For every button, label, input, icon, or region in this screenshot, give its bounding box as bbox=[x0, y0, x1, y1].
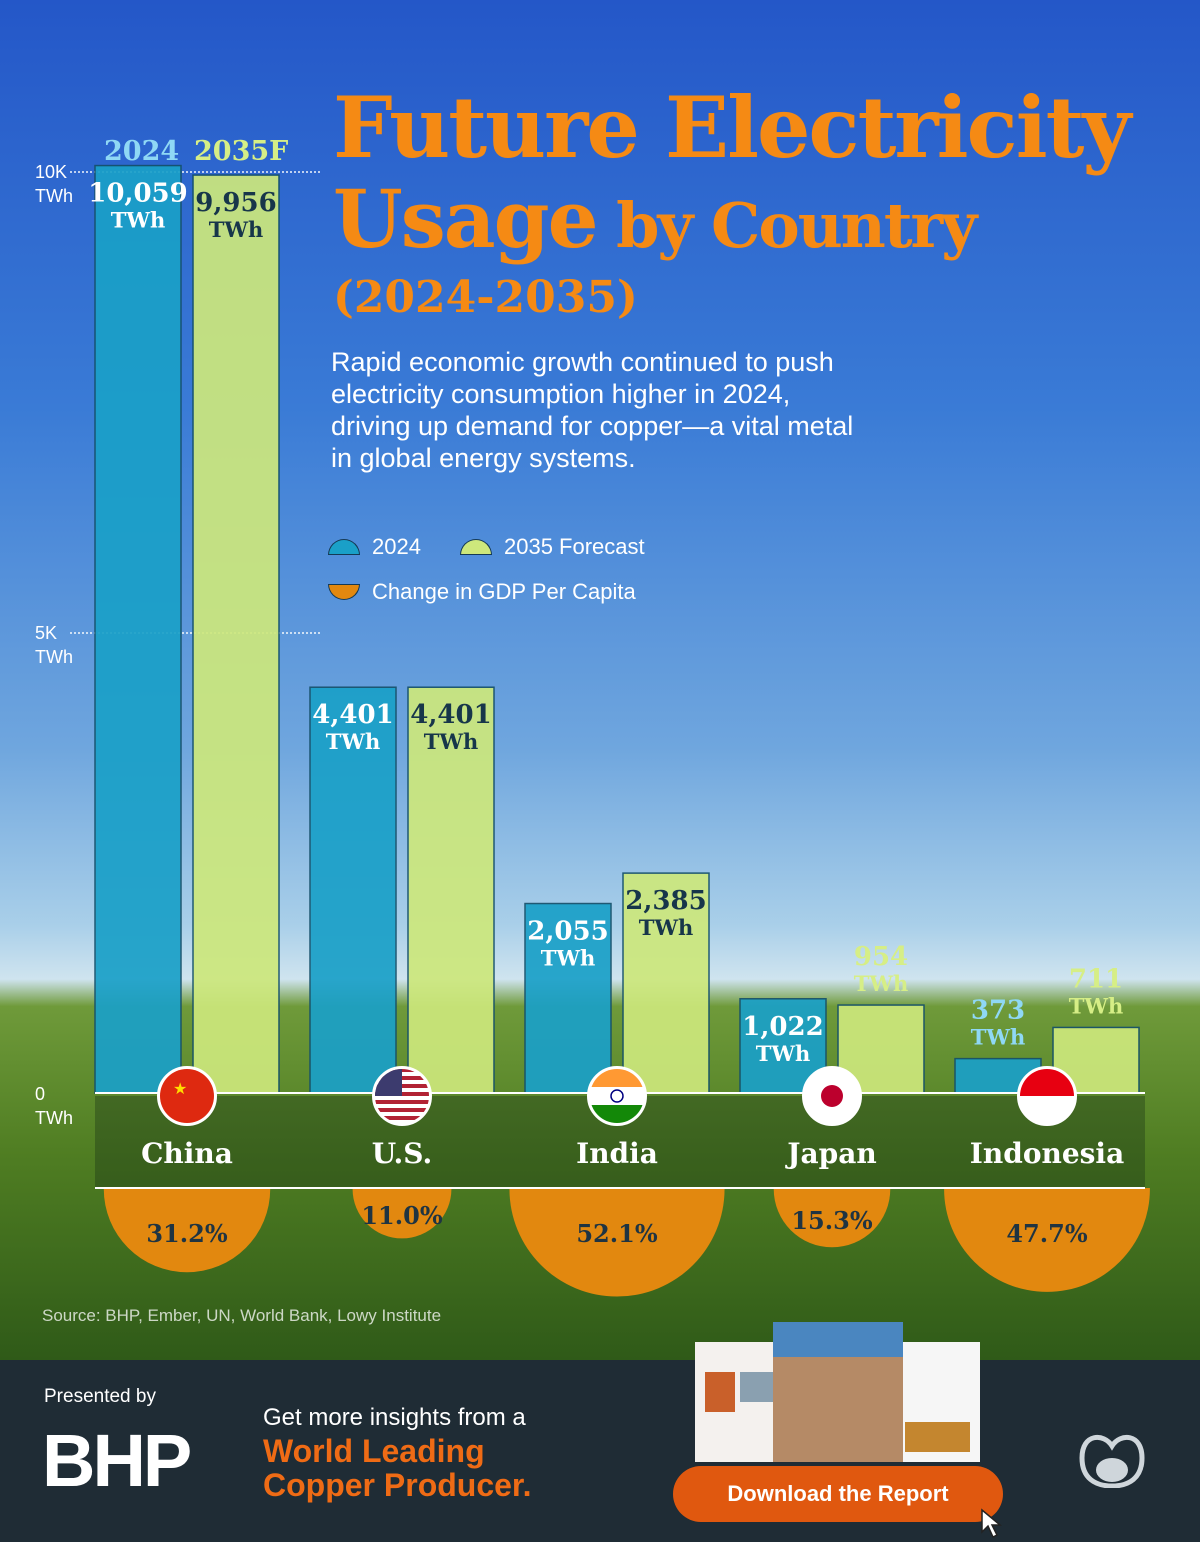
flag-saffron bbox=[590, 1069, 644, 1087]
gdp-circle-Japan bbox=[773, 1188, 891, 1248]
gdp-circle-India bbox=[509, 1188, 725, 1297]
y-tick-10k: 10K TWh bbox=[35, 162, 73, 206]
cta-highlight: World Leading Copper Producer. bbox=[263, 1433, 532, 1503]
legend-item-gdp: Change in GDP Per Capita bbox=[328, 579, 636, 605]
unit-label-China-2035 Forecast: TWh bbox=[209, 217, 263, 242]
legend-item-2024: 2024 bbox=[328, 534, 421, 560]
value-label-China-2024: 10,059 bbox=[88, 179, 188, 209]
country-label-Japan: Japan bbox=[784, 1137, 876, 1170]
bar-U.S.-2035 Forecast bbox=[407, 686, 495, 1094]
title-line2: Usage by Country bbox=[333, 172, 977, 266]
bar-chart: 31.2%11.0%52.1% 15.3% 47.7%10,059TWh4,401T… bbox=[88, 164, 1150, 1297]
subtitle: Rapid economic growth continued to push … bbox=[331, 347, 854, 473]
title-line1: Future Electricity bbox=[333, 78, 1131, 177]
cta-text: Get more insights from a bbox=[263, 1404, 526, 1431]
download-report-button[interactable]: Download the Report bbox=[673, 1466, 1003, 1522]
flag-stripe bbox=[375, 1100, 429, 1104]
country-label-U.S.: U.S. bbox=[372, 1137, 433, 1170]
flag-sun bbox=[821, 1085, 843, 1107]
gdp-label-India: 52.1% bbox=[576, 1219, 657, 1248]
value-label-Japan-2035 Forecast: 954 bbox=[854, 942, 908, 972]
gridline-10k bbox=[70, 171, 320, 173]
report-preview-image bbox=[695, 1322, 980, 1462]
title-by-country: by Country bbox=[596, 189, 977, 262]
flag-green bbox=[590, 1105, 644, 1123]
bhp-logo: BHP bbox=[42, 1419, 192, 1502]
source-note: Source: BHP, Ember, UN, World Bank, Lowy… bbox=[42, 1306, 442, 1325]
us-flag bbox=[372, 1066, 432, 1126]
column-header-2024: 2024 bbox=[104, 136, 180, 167]
unit-label-India-2024: TWh bbox=[541, 946, 595, 971]
value-label-Japan-2024: 1,022 bbox=[742, 1012, 823, 1042]
value-label-Indonesia-2035 Forecast: 711 bbox=[1069, 964, 1123, 994]
legend-label-2024: 2024 bbox=[372, 534, 421, 559]
unit-label-U.S.-2035 Forecast: TWh bbox=[424, 729, 478, 754]
presented-by: Presented by bbox=[44, 1386, 156, 1407]
legend-item-2035: 2035 Forecast bbox=[460, 534, 645, 560]
flag-fill bbox=[821, 1085, 843, 1107]
gdp-circle-U.S. bbox=[352, 1188, 452, 1239]
y-tick-0: 0 TWh bbox=[35, 1084, 73, 1128]
gdp-label-U.S.: 11.0% bbox=[361, 1201, 442, 1230]
value-label-Indonesia-2024: 373 bbox=[971, 996, 1025, 1026]
indonesia-flag bbox=[1017, 1066, 1077, 1126]
unit-label-China-2024: TWh bbox=[111, 208, 165, 233]
value-label-U.S.-2035 Forecast: 4,401 bbox=[410, 700, 491, 730]
title-years: (2024-2035) bbox=[333, 272, 638, 323]
value-label-India-2035 Forecast: 2,385 bbox=[625, 886, 706, 916]
flag-fill bbox=[590, 1069, 644, 1123]
unit-label-U.S.-2024: TWh bbox=[326, 729, 380, 754]
country-label-India: India bbox=[576, 1137, 658, 1170]
gdp-circle-Indonesia bbox=[944, 1188, 1150, 1292]
value-label-U.S.-2024: 4,401 bbox=[312, 700, 393, 730]
gdp-label-Indonesia: 47.7% bbox=[1006, 1219, 1087, 1248]
y-tick-5k: 5K TWh bbox=[35, 623, 73, 667]
unit-label-India-2035 Forecast: TWh bbox=[639, 915, 693, 940]
column-header-2035: 2035F bbox=[194, 136, 289, 167]
legend-label-gdp: Change in GDP Per Capita bbox=[372, 579, 636, 604]
bar-India-2024 bbox=[524, 902, 612, 1094]
unit-label-Indonesia-2024: TWh bbox=[971, 1025, 1025, 1050]
flag-stripe bbox=[375, 1108, 429, 1112]
gdp-circle-China bbox=[103, 1188, 271, 1273]
unit-label-Indonesia-2035 Forecast: TWh bbox=[1069, 993, 1123, 1018]
value-label-India-2024: 2,055 bbox=[527, 917, 608, 947]
flag-star: ★ bbox=[173, 1081, 187, 1098]
india-flag bbox=[587, 1066, 647, 1126]
bar-China-2024 bbox=[94, 164, 182, 1094]
country-label-Indonesia: Indonesia bbox=[970, 1137, 1124, 1170]
visual-capitalist-logo-icon bbox=[1079, 1434, 1145, 1488]
flag-chakra bbox=[610, 1089, 624, 1103]
cursor-icon bbox=[981, 1508, 1003, 1539]
unit-label-Japan-2024: TWh bbox=[756, 1041, 810, 1066]
bar-India-2035 Forecast bbox=[622, 872, 710, 1094]
legend-label-2035: 2035 Forecast bbox=[504, 534, 645, 559]
flag-stripe bbox=[375, 1116, 429, 1120]
title-usage: Usage bbox=[333, 172, 598, 266]
gdp-label-Japan: 15.3% bbox=[791, 1206, 872, 1235]
footer: Presented by BHP Get more insights from … bbox=[0, 1322, 1200, 1542]
japan-flag bbox=[802, 1066, 862, 1126]
gdp-label-China: 31.2% bbox=[146, 1219, 227, 1248]
flag-fill: ★ bbox=[160, 1069, 214, 1123]
china-flag: ★ bbox=[157, 1066, 217, 1126]
country-label-China: China bbox=[141, 1137, 233, 1170]
bar-China-2035 Forecast bbox=[192, 174, 280, 1094]
flag-red bbox=[160, 1069, 214, 1123]
unit-label-Japan-2035 Forecast: TWh bbox=[854, 971, 908, 996]
value-label-China-2035 Forecast: 9,956 bbox=[195, 188, 276, 218]
